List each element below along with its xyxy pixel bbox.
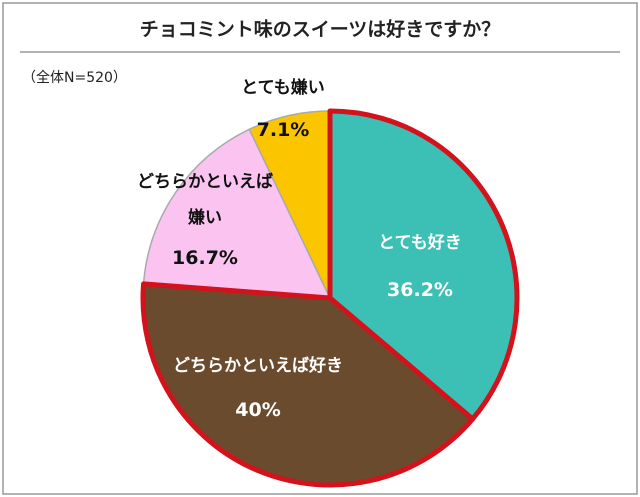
slice-label: とても好き bbox=[378, 233, 462, 253]
slice-label: どちらかといえば嫌い bbox=[137, 172, 273, 228]
slice-value: 16.7% bbox=[172, 247, 238, 269]
subtitle: （全体N=520） bbox=[22, 69, 127, 86]
chart-title: チョコミント味のスイーツは好きですか？ bbox=[140, 18, 501, 41]
pie-slice bbox=[142, 128, 331, 299]
slice-value: 40% bbox=[235, 399, 281, 421]
pie-slice bbox=[327, 108, 520, 422]
slice-label: どちらかといえば好き bbox=[173, 356, 343, 376]
slice-label: とても嫌い bbox=[241, 78, 325, 98]
slice-value: 7.1% bbox=[256, 119, 310, 141]
slice-value: 36.2% bbox=[387, 279, 453, 301]
pie-slice bbox=[140, 281, 476, 488]
